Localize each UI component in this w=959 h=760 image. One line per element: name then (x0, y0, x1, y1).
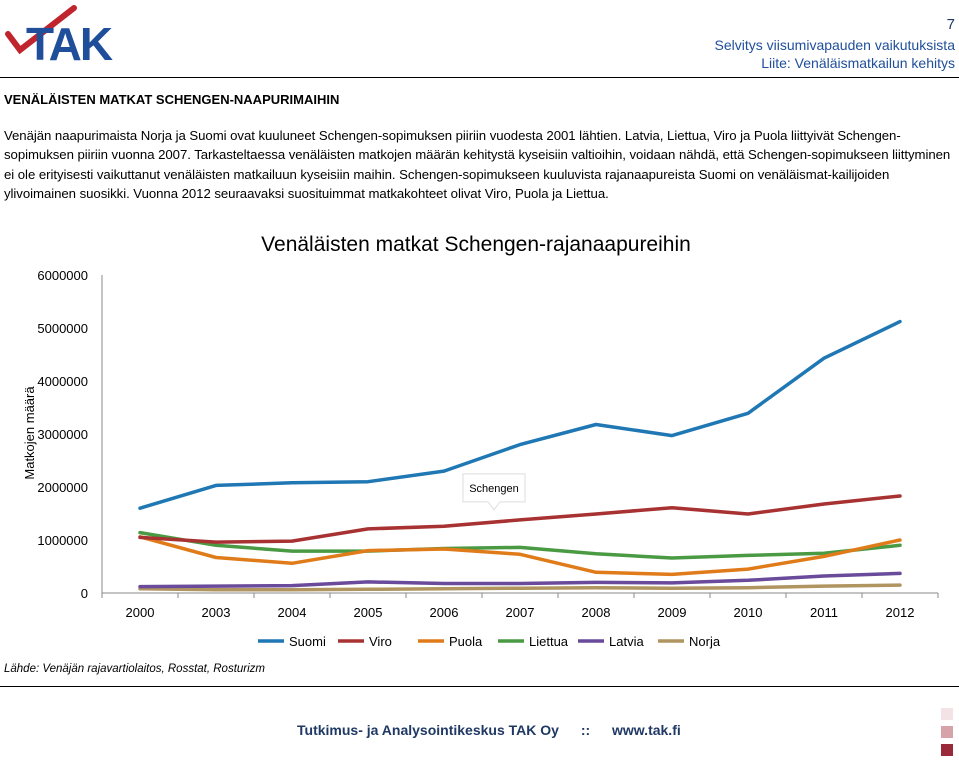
annotation: Schengen (462, 473, 526, 511)
x-tick-label: 2004 (278, 605, 307, 620)
annotation-text: Schengen (469, 483, 519, 495)
source-note: Lähde: Venäjän rajavartiolaitos, Rosstat… (4, 663, 266, 675)
line-chart: Venäläisten matkat Schengen-rajanaapurei… (22, 233, 939, 649)
x-tick-label: 2006 (430, 605, 459, 620)
annotation-callout (462, 473, 526, 511)
y-tick-label: 6000000 (37, 268, 88, 283)
x-tick-label: 2000 (126, 605, 155, 620)
header-subtitle-1: Selvitys viisumivapauden vaikutuksista (714, 37, 955, 53)
footer-separator: :: (580, 722, 591, 738)
x-tick-label: 2005 (354, 605, 383, 620)
y-tick-label: 1000000 (37, 533, 88, 548)
header-rule (0, 77, 959, 78)
footer-rule (0, 686, 959, 687)
y-axis-label: Matkojen määrä (22, 386, 37, 480)
x-tick-label: 2010 (734, 605, 763, 620)
legend-label-norja: Norja (689, 634, 721, 649)
legend: Suomi Viro Puola Liettua Latvia Norja (258, 634, 721, 649)
x-axis: 2000 2003 2004 2005 2006 2007 2008 2009 2010 2011… (101, 592, 939, 620)
series-line-puola (138, 535, 902, 577)
series-line-suomi (138, 319, 902, 510)
legend-label-puola: Puola (449, 634, 483, 649)
y-tick-label: 2000000 (37, 480, 88, 495)
deco-square-1 (941, 708, 953, 720)
series-line-liettua (138, 530, 902, 560)
legend-label-liettua: Liettua (529, 634, 569, 649)
x-tick-label: 2007 (506, 605, 535, 620)
series-line-viro (138, 494, 902, 544)
chart-title: Venäläisten matkat Schengen-rajanaapurei… (261, 233, 691, 256)
footer-url[interactable]: www.tak.fi (612, 722, 681, 738)
deco-square-2 (941, 726, 953, 738)
section-title: VENÄLÄISTEN MATKAT SCHENGEN-NAAPURIMAIHI… (4, 92, 340, 107)
tak-logo: TAK (5, 5, 115, 66)
series-line-latvia (138, 571, 902, 589)
x-tick-label: 2003 (202, 605, 231, 620)
page-number: 7 (946, 16, 955, 33)
x-tick-label: 2008 (582, 605, 611, 620)
header-subtitle-2: Liite: Venäläismatkailun kehitys (761, 55, 955, 71)
footer-org: Tutkimus- ja Analysointikeskus TAK Oy (297, 722, 559, 738)
logo-checkmark (5, 5, 77, 55)
x-tick-label: 2012 (886, 605, 915, 620)
y-tick-label: 4000000 (37, 374, 88, 389)
legend-label-suomi: Suomi (289, 634, 326, 649)
series-line-norja (138, 583, 902, 592)
y-axis: 0 1000000 2000000 3000000 4000000 5000000 6000… (37, 268, 103, 601)
x-tick-label: 2009 (658, 605, 687, 620)
y-tick-label: 3000000 (37, 427, 88, 442)
y-tick-label: 5000000 (37, 321, 88, 336)
section-paragraph: Venäjän naapurimaista Norja ja Suomi ova… (4, 128, 951, 201)
footer: Tutkimus- ja Analysointikeskus TAK Oy ::… (297, 722, 699, 738)
y-tick-label: 0 (81, 586, 88, 601)
x-tick-label: 2011 (810, 605, 838, 620)
logo-text: TAK (26, 18, 113, 66)
legend-label-viro: Viro (369, 634, 392, 649)
series-lines (138, 319, 902, 592)
legend-label-latvia: Latvia (609, 634, 644, 649)
deco-square-3 (941, 744, 953, 756)
